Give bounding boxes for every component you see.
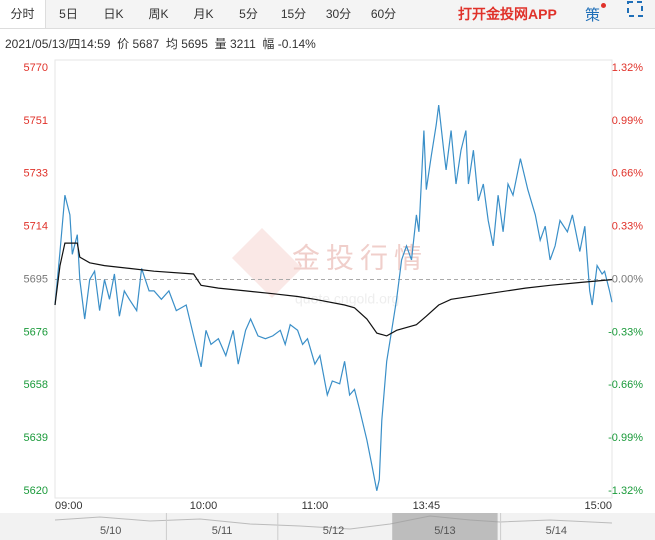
info-value: 5695	[181, 37, 208, 51]
navigator-date: 5/11	[212, 525, 233, 537]
y2-tick-label: 0.99%	[612, 115, 643, 127]
info-value: 5687	[132, 37, 160, 51]
y-tick-label: 5695	[24, 274, 48, 286]
y-tick-label: 5639	[24, 432, 48, 444]
badge	[601, 3, 606, 8]
y2-tick-label: 0.00%	[612, 273, 643, 285]
navigator-date: 5/13	[434, 525, 455, 537]
x-tick-label: 15:00	[584, 500, 612, 512]
tab[interactable]: 分时	[0, 0, 46, 28]
navigator-selection	[392, 513, 498, 540]
info-time: 2021/05/13/四14:59	[5, 37, 111, 51]
series-line	[54, 242, 613, 337]
info-label: 价	[117, 37, 130, 51]
y-tick-label: 5620	[24, 485, 48, 497]
strategy-button[interactable]: 策	[585, 7, 601, 24]
y2-tick-label: -0.33%	[608, 326, 643, 338]
y-tick-label: 5658	[24, 379, 48, 391]
navigator-line	[54, 515, 613, 530]
info-label: 幅	[262, 37, 275, 51]
navigator-date: 5/14	[546, 525, 567, 537]
y2-tick-label: -0.66%	[608, 379, 643, 391]
watermark-logo	[232, 228, 302, 298]
info-line: 2021/05/13/四14:59 价 5687 均 5695 量 3211 幅…	[5, 35, 316, 52]
y2-tick-label: 0.33%	[612, 221, 643, 233]
plot-frame	[54, 59, 613, 499]
y-tick-label: 5770	[24, 62, 48, 74]
x-tick-label: 10:00	[190, 500, 218, 512]
watermark: 金投行情	[292, 242, 428, 273]
info-label: 均	[165, 37, 178, 51]
info-value: 3211	[229, 37, 256, 51]
watermark: quote.cngold.org	[295, 291, 399, 307]
tab[interactable]: 月K	[193, 7, 214, 21]
tab[interactable]: 30分	[325, 7, 352, 21]
y2-tick-label: -1.32%	[608, 485, 643, 497]
x-tick-label: 09:00	[55, 500, 83, 512]
y2-tick-label: -0.99%	[608, 432, 643, 444]
y-tick-label: 5751	[24, 115, 48, 127]
y2-tick-label: 0.66%	[612, 168, 643, 180]
y-tick-label: 5676	[24, 326, 48, 338]
navigator	[0, 513, 655, 540]
tab[interactable]: 15分	[280, 7, 307, 21]
info-value: -0.14%	[277, 37, 316, 51]
app-link[interactable]: 打开金投网APP	[458, 6, 557, 22]
tab[interactable]: 日K	[103, 7, 124, 21]
info-label: 量	[214, 37, 227, 51]
y-tick-label: 5714	[24, 221, 48, 233]
tab-bar: 分时 5日 日K 周K 月K 5分 15分 30分 60分	[0, 0, 655, 29]
x-tick-label: 11:00	[302, 500, 329, 512]
x-tick-label: 13:45	[413, 500, 441, 512]
tab[interactable]: 5分	[239, 7, 258, 21]
y2-tick-label: 1.32%	[612, 62, 643, 74]
tab[interactable]: 周K	[148, 7, 169, 21]
tab[interactable]: 5日	[59, 7, 78, 21]
navigator-date: 5/10	[100, 525, 121, 537]
navigator-date: 5/12	[323, 525, 344, 537]
series-line	[54, 105, 613, 491]
tab[interactable]: 60分	[370, 7, 397, 21]
y-tick-label: 5733	[24, 168, 48, 180]
